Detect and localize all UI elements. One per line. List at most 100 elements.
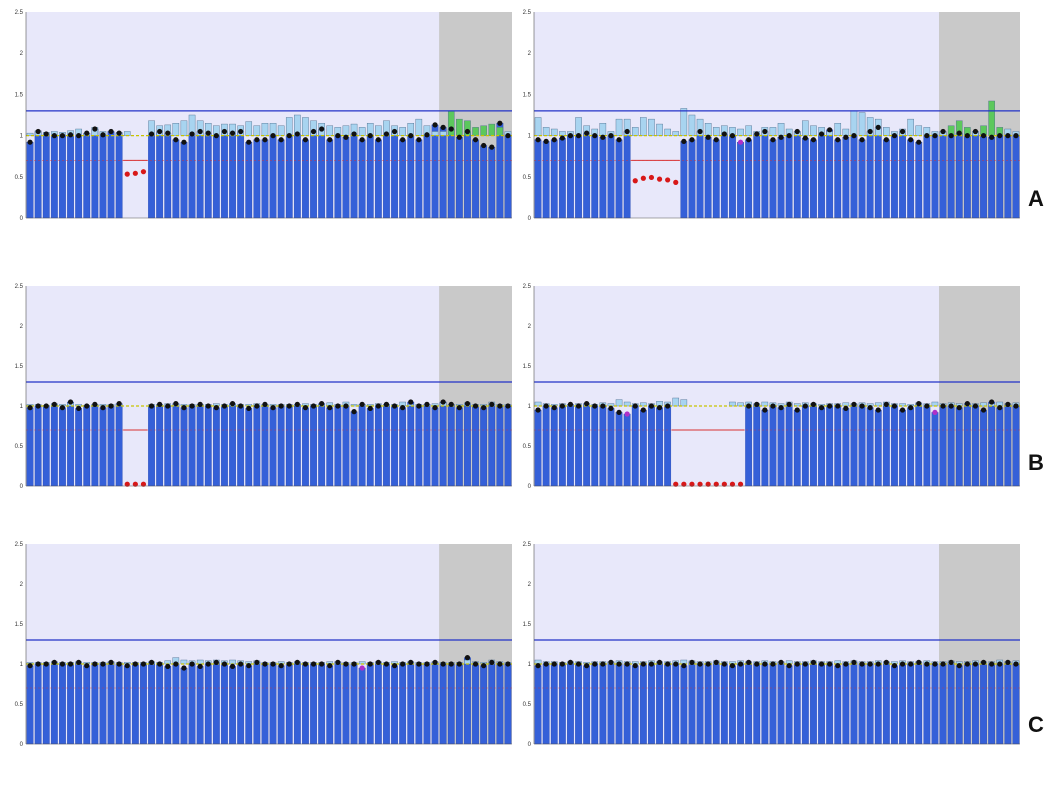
data-bar (164, 405, 172, 487)
data-point (408, 659, 414, 665)
data-point (827, 661, 833, 667)
data-point (948, 659, 954, 665)
data-point (721, 131, 727, 137)
data-point (948, 403, 954, 409)
data-bar (810, 662, 817, 745)
data-bar (253, 405, 261, 487)
data-bar (963, 135, 971, 219)
chart-b-right: 0 0.5 1 1.5 2 2.5 (516, 282, 1024, 538)
y-tick-label: 0.5 (523, 175, 532, 181)
y-tick-label: 2.5 (523, 284, 532, 290)
data-point (924, 133, 930, 139)
data-bar (931, 663, 939, 745)
data-point (351, 661, 357, 667)
data-bar (972, 663, 979, 745)
data-point (827, 403, 833, 409)
data-bar (656, 662, 663, 745)
data-point (762, 128, 768, 135)
range-box (277, 125, 285, 136)
data-bar (488, 404, 496, 487)
data-point (656, 659, 663, 665)
data-bar (326, 665, 334, 745)
data-bar (753, 133, 761, 219)
data-point (940, 661, 946, 667)
data-point (835, 663, 841, 669)
data-bar (334, 405, 342, 487)
data-bar (753, 663, 761, 745)
data-point (343, 403, 349, 409)
data-bar (172, 403, 180, 487)
data-bar (399, 663, 407, 745)
data-bar (818, 133, 825, 219)
data-point (883, 659, 889, 665)
y-tick-label: 1.5 (15, 92, 24, 98)
data-point (238, 661, 244, 667)
data-bar (955, 665, 963, 745)
data-point (51, 659, 57, 665)
data-point (665, 403, 671, 409)
data-point (262, 137, 268, 143)
data-point (535, 137, 541, 143)
data-point (165, 403, 171, 409)
data-bar (810, 139, 817, 219)
data-point (294, 131, 300, 137)
data-point (302, 661, 309, 667)
data-bar (591, 405, 599, 487)
y-tick-label: 2.5 (15, 542, 24, 548)
data-point (148, 131, 155, 137)
data-bar (899, 663, 906, 745)
data-point (673, 661, 679, 667)
y-tick-label: 0.5 (15, 702, 24, 708)
data-bar (245, 408, 253, 487)
data-point (456, 405, 462, 411)
data-bar (285, 405, 293, 487)
plot-background (26, 544, 512, 744)
range-box (672, 131, 680, 136)
data-point (754, 401, 760, 407)
data-point (189, 661, 195, 667)
data-point (246, 663, 252, 669)
data-bar (923, 405, 931, 487)
data-point (205, 403, 211, 409)
data-bar (980, 409, 987, 487)
data-point (843, 661, 849, 667)
data-point (932, 133, 938, 139)
data-bar (472, 139, 479, 219)
y-tick-label: 0.5 (523, 702, 532, 708)
range-box (326, 125, 334, 136)
y-tick-label: 1.5 (15, 622, 24, 628)
data-bar (455, 663, 463, 745)
data-point (343, 134, 349, 140)
data-point (980, 407, 987, 413)
range-box (664, 128, 671, 136)
data-bar (915, 142, 923, 219)
data-point (1005, 133, 1011, 139)
data-bar (188, 405, 196, 487)
data-point (551, 405, 557, 411)
range-box (802, 120, 809, 136)
data-bar (350, 663, 358, 745)
data-bar (358, 139, 366, 219)
range-box (285, 117, 293, 136)
plot-background (26, 286, 512, 486)
range-box (575, 117, 582, 136)
data-bar (196, 131, 204, 219)
data-point (335, 403, 341, 409)
data-bar (753, 404, 761, 487)
range-box (672, 397, 680, 407)
data-bar (504, 135, 512, 219)
data-point (802, 661, 808, 667)
data-bar (391, 665, 398, 745)
data-point (173, 137, 179, 143)
range-box (899, 403, 906, 407)
data-point (932, 661, 938, 667)
range-box (415, 118, 423, 136)
data-point (375, 137, 381, 143)
data-point (835, 403, 841, 409)
data-bar (842, 663, 850, 745)
data-point (616, 661, 622, 667)
data-point (165, 663, 171, 669)
data-bar (229, 132, 236, 219)
range-box (769, 127, 777, 136)
data-point (367, 405, 373, 411)
